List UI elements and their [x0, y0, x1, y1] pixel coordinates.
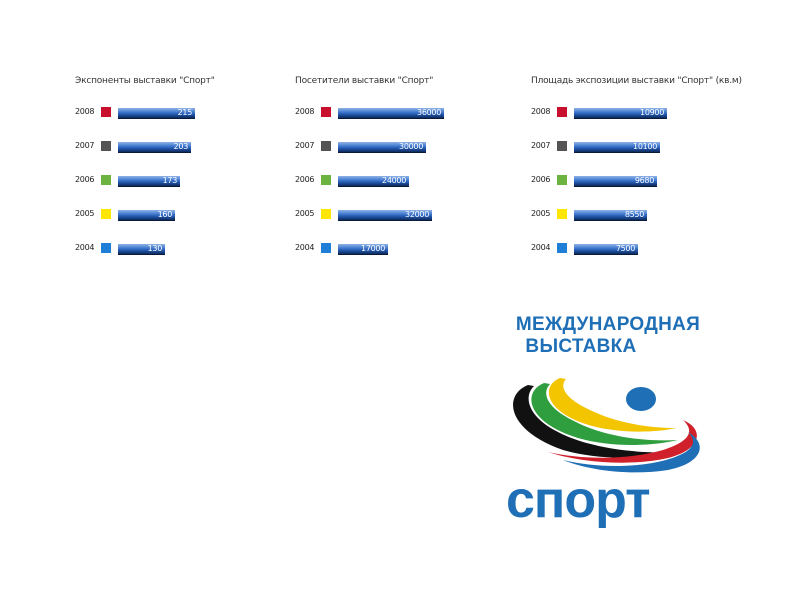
bar-value-label: 160 [157, 210, 173, 219]
bar: 32000 [338, 210, 432, 220]
year-label: 2007 [295, 141, 315, 150]
year-label: 2004 [531, 243, 551, 252]
bar: 130 [118, 244, 165, 254]
bar-value-label: 24000 [382, 176, 406, 185]
year-label: 2008 [75, 107, 95, 116]
year-label: 2005 [531, 209, 551, 218]
bar: 24000 [338, 176, 409, 186]
swoosh-red [548, 420, 697, 463]
swoosh-blue [563, 432, 700, 473]
year-label: 2008 [531, 107, 551, 116]
bar-value-label: 17000 [361, 244, 385, 253]
bar-value-label: 7500 [615, 244, 635, 253]
year-color-swatch [557, 243, 567, 253]
chart-title: Площадь экспозиции выставки "Спорт" (кв.… [531, 76, 742, 86]
bar-value-label: 10900 [640, 108, 664, 117]
bar-value-label: 173 [162, 176, 178, 185]
bar-value-label: 203 [173, 142, 189, 151]
bar: 173 [118, 176, 180, 186]
year-color-swatch [321, 209, 331, 219]
year-color-swatch [321, 141, 331, 151]
bar-value-label: 8550 [624, 210, 644, 219]
sport-exhibition-logo: МЕЖДУНАРОДНАЯ ВЫСТАВКА спорт [478, 310, 738, 540]
bar: 30000 [338, 142, 426, 152]
year-label: 2006 [531, 175, 551, 184]
bar-value-label: 30000 [399, 142, 423, 151]
year-color-swatch [557, 141, 567, 151]
logo-swoosh-icon [513, 378, 700, 473]
chart-title: Посетители выставки "Спорт" [295, 76, 434, 86]
bar: 10900 [574, 108, 667, 118]
exhibitors-chart: Экспоненты выставки "Спорт" 2008 215 2007 2… [75, 76, 295, 266]
bar: 17000 [338, 244, 388, 254]
year-color-swatch [101, 175, 111, 185]
bar: 203 [118, 142, 191, 152]
year-label: 2008 [295, 107, 315, 116]
year-color-swatch [557, 107, 567, 117]
exposition-area-chart: Площадь экспозиции выставки "Спорт" (кв.… [531, 76, 751, 266]
chart-title: Экспоненты выставки "Спорт" [75, 76, 215, 86]
bar: 215 [118, 108, 195, 118]
swoosh-black [513, 385, 673, 458]
logo-line2: ВЫСТАВКА [525, 336, 637, 357]
year-color-swatch [321, 175, 331, 185]
logo-line1: МЕЖДУНАРОДНАЯ [515, 314, 701, 335]
bar-value-label: 10100 [633, 142, 657, 151]
logo-word: спорт [506, 471, 651, 529]
year-color-swatch [557, 209, 567, 219]
bar: 160 [118, 210, 175, 220]
swoosh-dot [626, 387, 656, 411]
swoosh-yellow [548, 378, 676, 432]
year-color-swatch [321, 243, 331, 253]
bar-value-label: 32000 [405, 210, 429, 219]
year-color-swatch [101, 243, 111, 253]
bar: 7500 [574, 244, 638, 254]
visitors-chart: Посетители выставки "Спорт" 2008 36000 200… [295, 76, 515, 266]
year-label: 2007 [75, 141, 95, 150]
year-color-swatch [321, 107, 331, 117]
year-color-swatch [101, 107, 111, 117]
bar: 9680 [574, 176, 657, 186]
year-label: 2004 [295, 243, 315, 252]
bar: 10100 [574, 142, 660, 152]
bar-value-label: 130 [147, 244, 163, 253]
year-label: 2005 [295, 209, 315, 218]
year-label: 2006 [75, 175, 95, 184]
bar-value-label: 9680 [634, 176, 654, 185]
bar: 36000 [338, 108, 444, 118]
year-label: 2007 [531, 141, 551, 150]
year-label: 2006 [295, 175, 315, 184]
year-color-swatch [557, 175, 567, 185]
bar-value-label: 36000 [417, 108, 441, 117]
year-label: 2005 [75, 209, 95, 218]
bar-value-label: 215 [177, 108, 193, 117]
swoosh-green [531, 383, 678, 445]
bar: 8550 [574, 210, 647, 220]
year-label: 2004 [75, 243, 95, 252]
year-color-swatch [101, 209, 111, 219]
year-color-swatch [101, 141, 111, 151]
